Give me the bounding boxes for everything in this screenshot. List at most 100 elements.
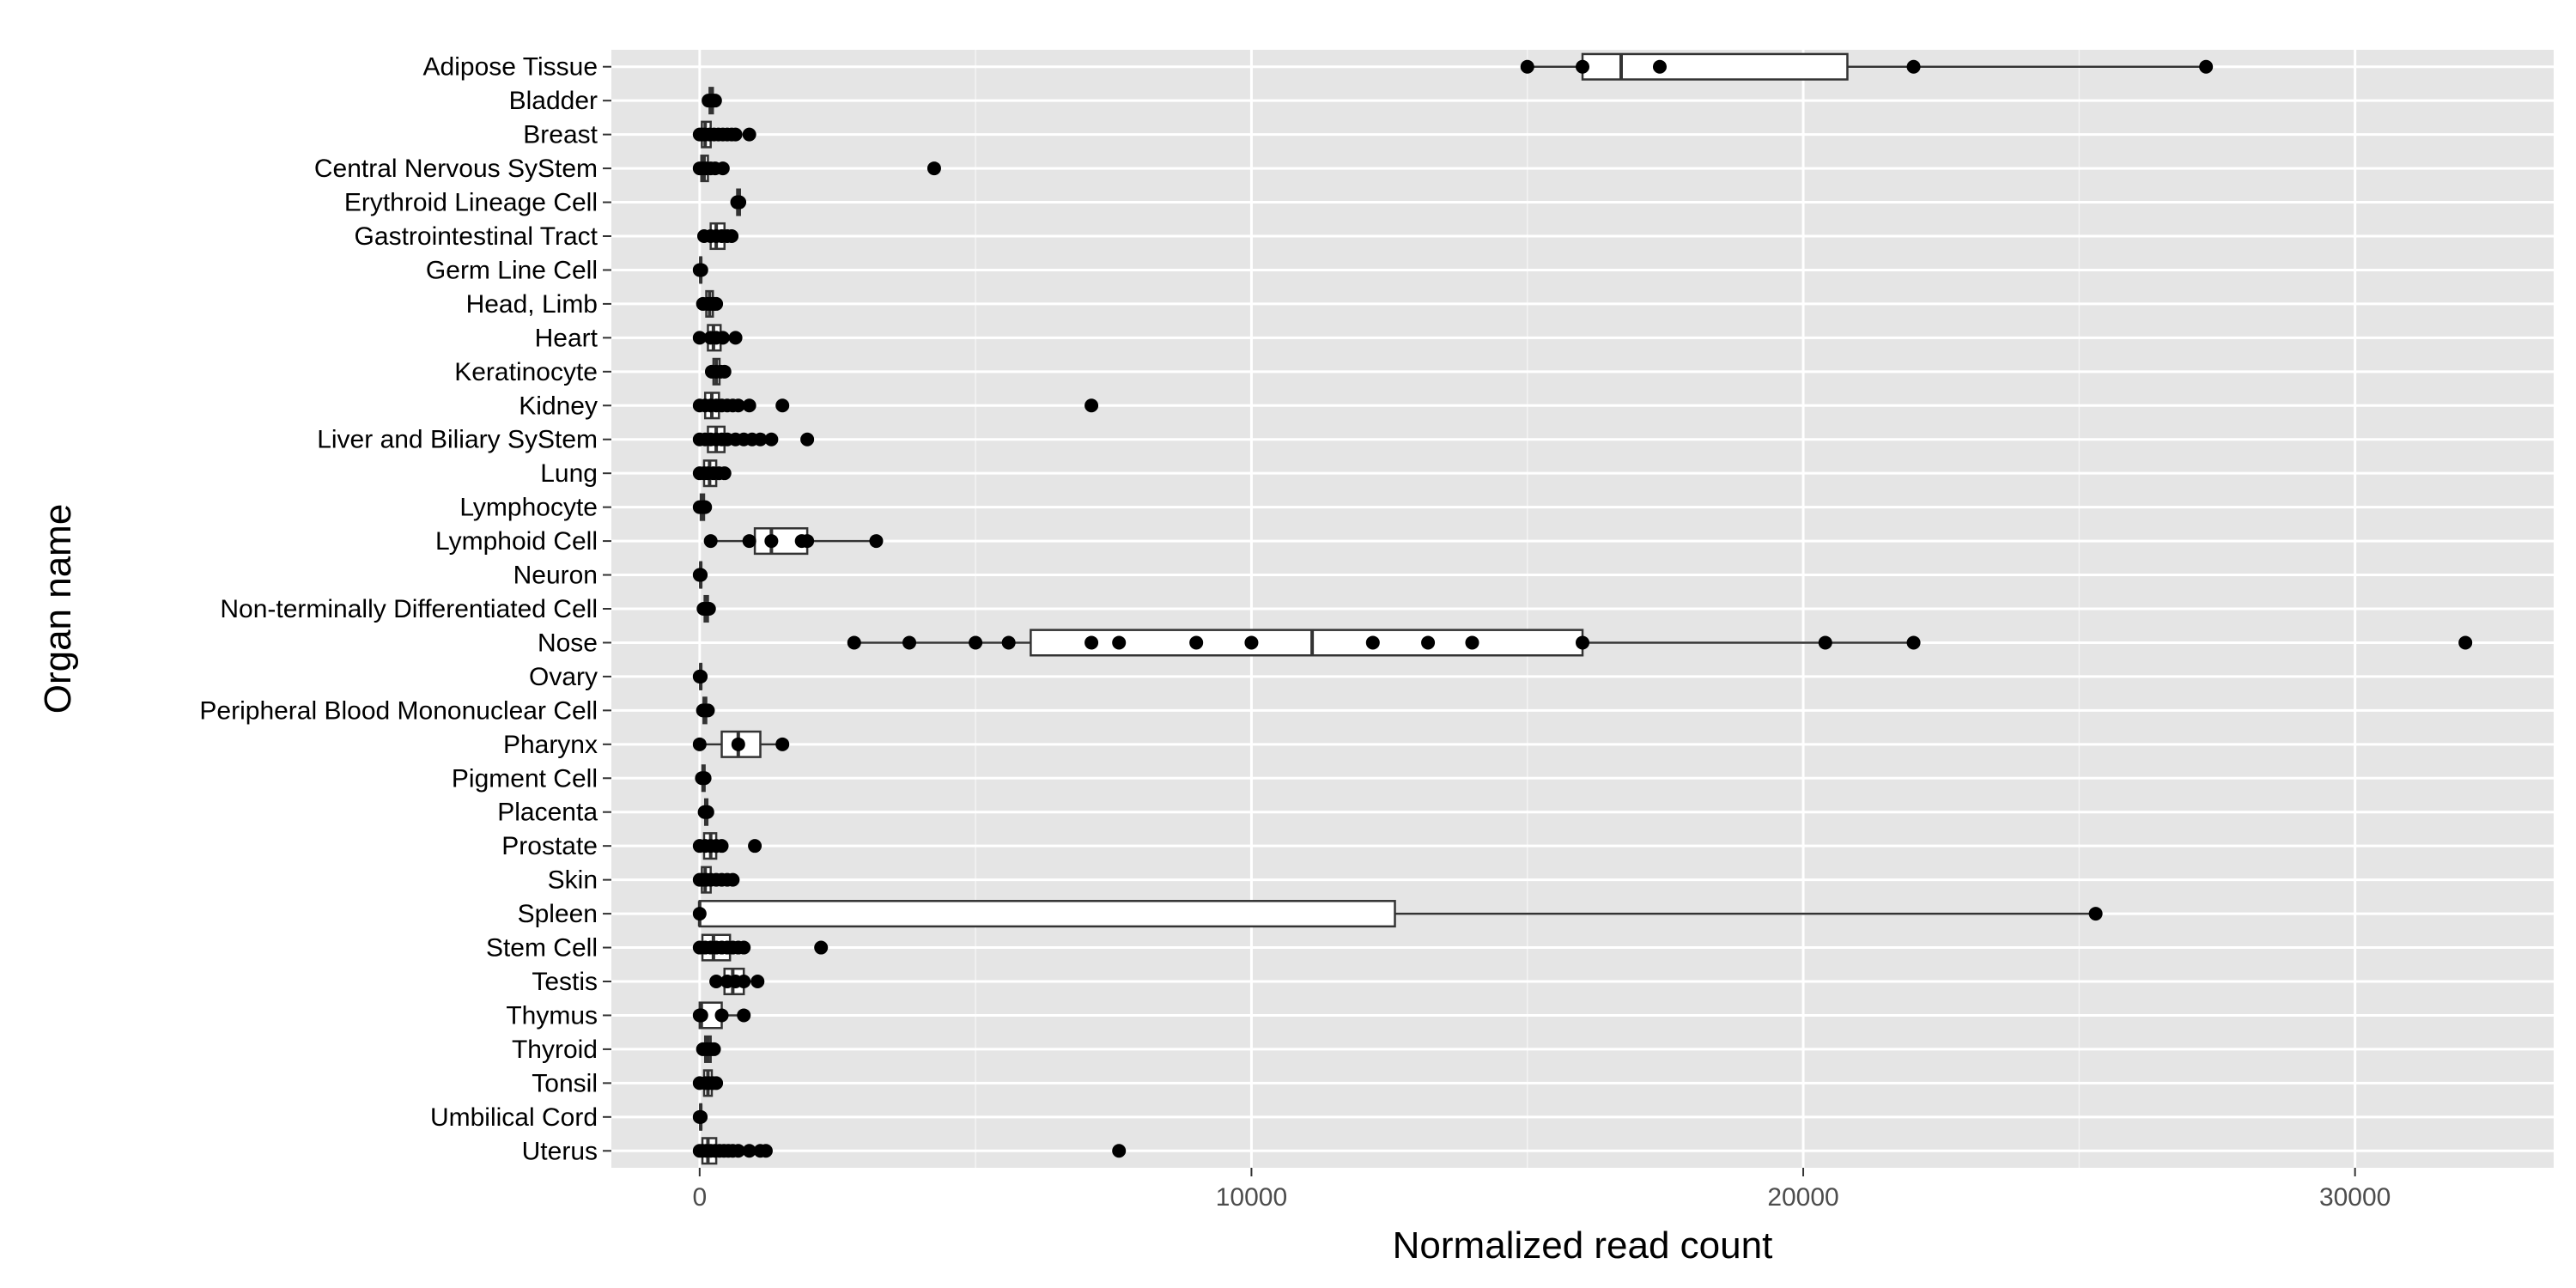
point-nose (969, 635, 983, 650)
ytick-label-breast: Breast (523, 121, 598, 149)
point-spleen (692, 907, 707, 921)
x-axis-title: Normalized read count (1393, 1224, 1773, 1267)
point-kidney (731, 398, 745, 413)
point-gastrointestinal-tract (725, 229, 739, 243)
box-central-nervous-system (692, 155, 941, 183)
box-gastrointestinal-tract (696, 222, 739, 251)
box-nose (847, 629, 2473, 657)
ytick-label-spleen: Spleen (518, 900, 598, 928)
box-bladder (702, 87, 722, 115)
ytick-label-thyroid: Thyroid (512, 1036, 598, 1064)
point-stem-cell (814, 940, 829, 955)
point-nose (1421, 635, 1436, 650)
point-adipose-tissue (1906, 59, 1921, 74)
ytick-label-nose: Nose (538, 629, 598, 657)
point-non-terminally-differentiated-cell (702, 602, 716, 616)
data-layer (692, 52, 2473, 1165)
xtick-label: 0 (692, 1183, 707, 1212)
point-lymphocyte (698, 500, 713, 514)
box-erythroid-lineage-cell (730, 188, 747, 216)
point-peripheral-blood-mononuclear-cell (701, 703, 715, 718)
ytick-label-peripheral-blood-mononuclear-cell: Peripheral Blood Mononuclear Cell (199, 696, 598, 725)
box-lung (692, 459, 732, 488)
point-thymus (714, 1008, 729, 1023)
iqr-box-adipose-tissue (1581, 52, 1849, 81)
box-pigment-cell (695, 764, 712, 793)
box-umbilical-cord (692, 1103, 708, 1131)
iqr-box-pharynx (720, 730, 762, 758)
point-testis (709, 975, 724, 988)
point-heart (715, 331, 730, 345)
xtick-label: 30000 (2319, 1183, 2391, 1212)
point-testis (750, 975, 765, 988)
ytick-label-germ-line-cell: Germ Line Cell (426, 256, 598, 284)
box-lymphocyte (692, 493, 713, 521)
ytick-label-bladder: Bladder (509, 87, 598, 115)
point-lymphoid-cell (869, 534, 884, 549)
point-stem-cell (737, 940, 751, 955)
point-pigment-cell (697, 771, 712, 786)
grid-lines (611, 50, 2554, 1168)
point-nose (1576, 635, 1589, 650)
point-breast (728, 127, 743, 142)
point-heart (728, 331, 743, 345)
box-tonsil (692, 1069, 724, 1097)
ytick-label-lymphocyte: Lymphocyte (459, 494, 598, 522)
point-liver-and-biliary-system (753, 432, 768, 447)
ytick-label-keratinocyte: Keratinocyte (454, 358, 598, 386)
point-adipose-tissue (1652, 59, 1667, 74)
point-erythroid-lineage-cell (732, 195, 747, 210)
box-uterus (692, 1137, 1127, 1165)
box-kidney (692, 392, 1099, 420)
point-nose (902, 635, 917, 650)
point-adipose-tissue (1520, 59, 1534, 74)
ytick-label-placenta: Placenta (497, 799, 598, 827)
point-uterus (1112, 1144, 1127, 1158)
ytick-label-head-limb: Head, Limb (466, 290, 598, 319)
ytick-label-testis: Testis (532, 968, 598, 996)
ytick-label-tonsil: Tonsil (532, 1069, 598, 1097)
point-germ-line-cell (694, 263, 708, 277)
box-lymphoid-cell (703, 527, 884, 556)
ytick-label-skin: Skin (548, 866, 598, 895)
point-head-limb (709, 296, 724, 311)
box-heart (692, 324, 743, 352)
ytick-label-gastrointestinal-tract: Gastrointestinal Tract (355, 222, 598, 251)
ytick-label-heart: Heart (535, 324, 598, 352)
ytick-label-pigment-cell: Pigment Cell (452, 764, 598, 793)
box-stem-cell (692, 933, 829, 962)
point-skin (726, 872, 740, 887)
point-thymus (694, 1008, 708, 1023)
point-nose (1112, 635, 1127, 650)
point-lymphoid-cell (703, 534, 718, 549)
point-neuron (694, 568, 708, 582)
y-axis-ticks: Adipose Tissue Bladder Breast Central Nervo… (199, 53, 611, 1165)
box-testis (709, 967, 765, 996)
ytick-label-thymus: Thymus (506, 1001, 598, 1030)
point-nose (1244, 635, 1259, 650)
ytick-label-stem-cell: Stem Cell (486, 934, 598, 963)
box-breast (692, 120, 756, 149)
ytick-label-lymphoid-cell: Lymphoid Cell (435, 527, 598, 556)
box-adipose-tissue (1520, 52, 2214, 81)
point-uterus (742, 1144, 756, 1158)
ytick-label-central-nervous-system: Central Nervous SyStem (314, 155, 598, 183)
ytick-label-ovary: Ovary (529, 663, 598, 691)
point-nose (2458, 635, 2473, 650)
box-liver-and-biliary-system (692, 425, 815, 453)
point-prostate (714, 839, 729, 854)
point-nose (1465, 635, 1479, 650)
point-adipose-tissue (2199, 59, 2214, 74)
xtick-label: 10000 (1216, 1183, 1287, 1212)
box-germ-line-cell (692, 256, 708, 284)
point-central-nervous-system (715, 161, 730, 176)
point-nose (847, 635, 861, 650)
point-adipose-tissue (1576, 59, 1589, 74)
point-nose (1906, 635, 1921, 650)
y-axis-title: Organ name (37, 504, 79, 714)
box-prostate (692, 832, 762, 860)
box-spleen (692, 900, 2103, 928)
point-nose (1189, 635, 1204, 650)
point-heart (692, 331, 707, 345)
